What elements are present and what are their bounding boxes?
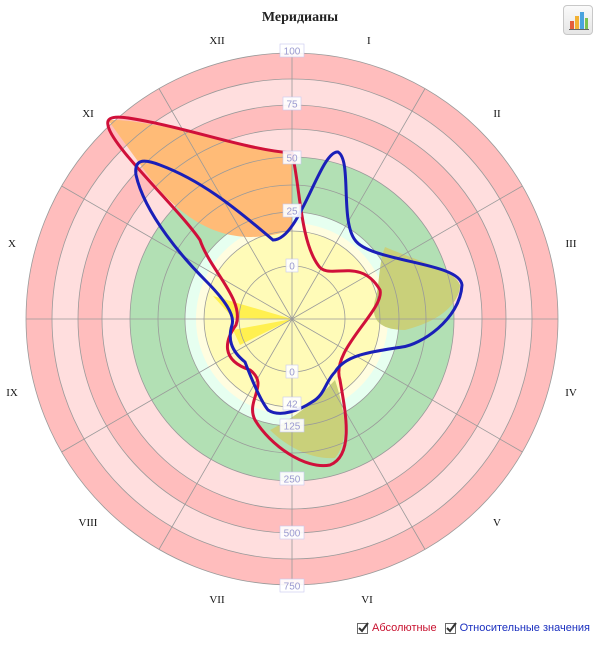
category-label-IV: IV — [565, 387, 577, 399]
tick-absolute-2: 125 — [284, 422, 301, 433]
tick-absolute-1: 42 — [286, 400, 298, 411]
spoke-XII — [158, 88, 293, 320]
tick-absolute-5-bg — [279, 578, 305, 593]
category-label-VIII: VIII — [79, 517, 98, 529]
category-label-VII: VII — [209, 594, 225, 606]
tick-absolute-0-bg — [285, 364, 299, 379]
tick-relative-0-bg — [285, 258, 299, 273]
legend-item-absolute[interactable]: Абсолютные — [357, 621, 437, 634]
legend-label-relative: Относительные значения — [459, 622, 590, 634]
category-label-II: II — [493, 108, 501, 120]
tick-relative-1-bg — [282, 203, 302, 218]
tick-absolute-4-bg — [279, 525, 305, 540]
tick-relative-3-bg — [282, 96, 302, 111]
tick-absolute-5: 750 — [284, 582, 301, 593]
tick-absolute-1-bg — [282, 396, 302, 411]
legend-label-absolute: Абсолютные — [372, 622, 437, 634]
category-label-XI: XI — [82, 108, 94, 120]
category-label-V: V — [493, 517, 501, 529]
fill-olive-iii — [373, 247, 460, 330]
category-label-I: I — [367, 35, 371, 47]
tick-absolute-3: 250 — [284, 475, 301, 486]
spoke-XI — [61, 185, 293, 320]
bar-chart-icon — [569, 12, 589, 30]
legend-item-relative[interactable]: Относительные значения — [444, 621, 590, 634]
tick-relative-0: 0 — [289, 262, 295, 273]
tick-relative-3: 75 — [286, 100, 298, 111]
series-line-relative — [134, 150, 464, 415]
tick-relative-1: 25 — [286, 207, 298, 218]
legend: Абсолютные Относительные значения — [357, 621, 590, 634]
tick-absolute-3-bg — [279, 471, 305, 486]
chart-title: Меридианы — [261, 10, 339, 25]
category-label-VI: VI — [361, 594, 373, 606]
series-lines — [106, 115, 464, 468]
export-button[interactable] — [563, 5, 593, 35]
checkbox-absolute[interactable] — [357, 621, 369, 634]
tick-relative-4: 100 — [284, 47, 301, 58]
checkmark-icon — [445, 621, 457, 633]
fill-orange-xi — [108, 119, 292, 237]
tick-labels: 0 25 50 75 100 0 42 125 250 500 750 — [279, 43, 305, 593]
category-label-XII: XII — [209, 35, 225, 47]
tick-absolute-0: 0 — [289, 368, 295, 379]
spoke-III — [291, 185, 523, 320]
category-label-IX: IX — [6, 387, 18, 399]
fill-yellow-ix — [233, 319, 292, 345]
checkmark-icon — [358, 621, 369, 633]
spoke-V — [291, 318, 523, 453]
spoke-VIII — [158, 318, 293, 550]
tick-absolute-2-bg — [279, 418, 305, 433]
checkbox-relative[interactable] — [444, 621, 457, 634]
tick-relative-2: 50 — [286, 154, 298, 165]
series-line-absolute — [106, 115, 382, 468]
category-label-X: X — [8, 238, 16, 250]
tick-relative-2-bg — [282, 150, 302, 165]
tick-absolute-4: 500 — [284, 529, 301, 540]
tick-relative-4-bg — [279, 43, 305, 58]
fill-olive-v — [270, 380, 345, 459]
spoke-VI — [291, 318, 426, 550]
spoke-IX — [61, 318, 293, 453]
category-label-III: III — [566, 238, 577, 250]
spoke-II — [291, 88, 426, 320]
